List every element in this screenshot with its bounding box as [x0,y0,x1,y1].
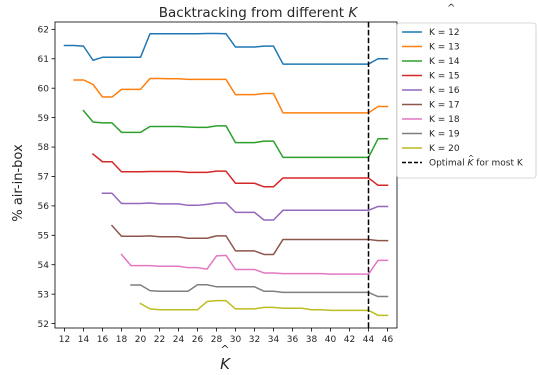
series-line-k-15 [91,153,389,188]
y-tick-label: 60 [38,84,50,94]
chart-title-main: Backtracking from different [159,5,349,21]
y-tick-label: 57 [38,173,49,183]
y-tick-label: 54 [38,261,50,271]
legend-label: K = 18 [429,115,460,125]
x-axis-label: K ^ [220,343,231,373]
series-line-k-20 [139,299,389,317]
x-tick-label: 38 [306,335,318,345]
plot-area [63,22,389,328]
legend-label: K = 15 [429,72,460,82]
x-tick-label: 20 [135,335,147,345]
y-tick-label: 56 [38,202,50,212]
legend: K = 12 K = 13 K = 14 K = 15 K = 16 K = 17 K = … [396,22,537,179]
y-axis-label: % air-in-box [11,144,26,222]
x-tick-label: 26 [192,335,204,345]
legend-label: K = 19 [429,130,460,140]
series-line-k-14 [82,109,389,159]
legend-label: K = 17 [429,101,460,111]
x-tick-label: 22 [154,335,165,345]
legend-label: K = 13 [429,43,460,53]
series-line-k-19 [130,284,389,298]
y-tick-label: 62 [38,26,49,36]
y-tick-label: 53 [38,290,49,300]
chart-title-hat: ^ [447,3,455,14]
y-tick-label: 61 [38,55,49,65]
x-tick-label: 30 [230,335,242,345]
x-axis-label-hat: ^ [220,343,229,356]
x-tick-label: 12 [59,335,70,345]
x-tick-label: 16 [97,335,109,345]
x-tick-label: 40 [325,335,337,345]
legend-label: K = 12 [429,28,460,38]
y-tick-label: 58 [38,143,50,153]
series-line-k-18 [120,253,389,275]
x-tick-label: 18 [116,335,128,345]
x-tick-label: 46 [382,335,394,345]
chart-title: Backtracking from different K ^ [159,3,456,21]
x-tick-label: 34 [268,335,280,345]
x-tick-label: 14 [78,335,90,345]
x-tick-label: 36 [287,335,299,345]
x-tick-label: 28 [211,335,223,345]
y-tick-label: 55 [38,232,49,242]
legend-label-vline: Optimal K for most K [429,159,524,169]
legend-label: K = 14 [429,57,460,67]
legend-label: K = 20 [429,144,460,154]
series-line-k-16 [101,192,389,221]
y-tick-label: 59 [38,114,50,124]
legend-label-hat: ^ [468,155,474,163]
y-tick-label: 52 [38,320,49,330]
legend-label: K = 16 [429,86,460,96]
x-tick-label: 32 [249,335,260,345]
x-tick-label: 24 [173,335,185,345]
x-tick-label: 42 [344,335,355,345]
svg-text:Backtracking from different K: Backtracking from different K [159,5,359,21]
series-line-k-12 [63,32,389,65]
x-axis-label-text: K [220,355,231,373]
x-tick-label: 44 [363,335,375,345]
axes: 12 14 16 18 20 22 24 26 28 30 32 34 36 38 40 42 44 46 52 53… [38,21,398,345]
plot-frame [54,21,398,329]
chart-title-variable: K [348,5,358,21]
legend-box [396,22,537,179]
series-line-k-13 [73,77,389,114]
series-line-k-17 [110,224,389,256]
